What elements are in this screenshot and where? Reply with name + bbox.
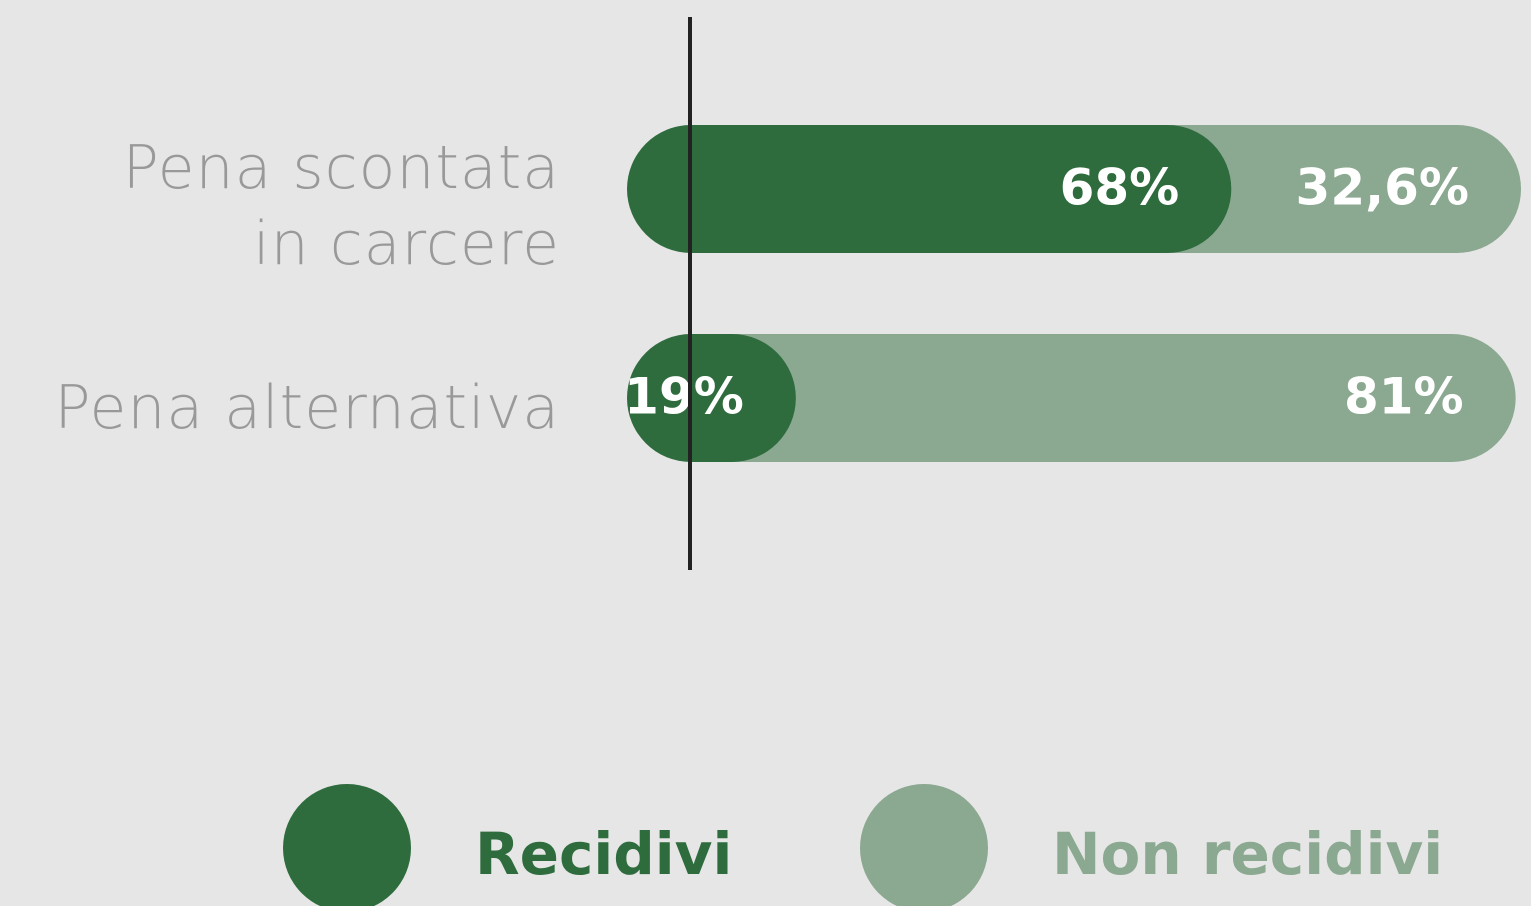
legend-marker: [283, 784, 411, 906]
bar-segment: [667, 334, 1516, 462]
category-label: Pena scontata in carcere: [122, 133, 560, 279]
legend-label: Non recidivi: [1052, 820, 1443, 888]
bar-segment: [627, 125, 1232, 253]
category-label: Pena alternativa: [54, 373, 560, 443]
value-label: 81%: [1344, 368, 1464, 426]
value-label: 32,6%: [1296, 159, 1469, 217]
legend-label: Recidivi: [475, 820, 732, 888]
value-label: 19%: [624, 368, 744, 426]
legend-marker: [860, 784, 988, 906]
value-label: 68%: [1060, 159, 1180, 217]
bar-segment: [627, 334, 796, 462]
